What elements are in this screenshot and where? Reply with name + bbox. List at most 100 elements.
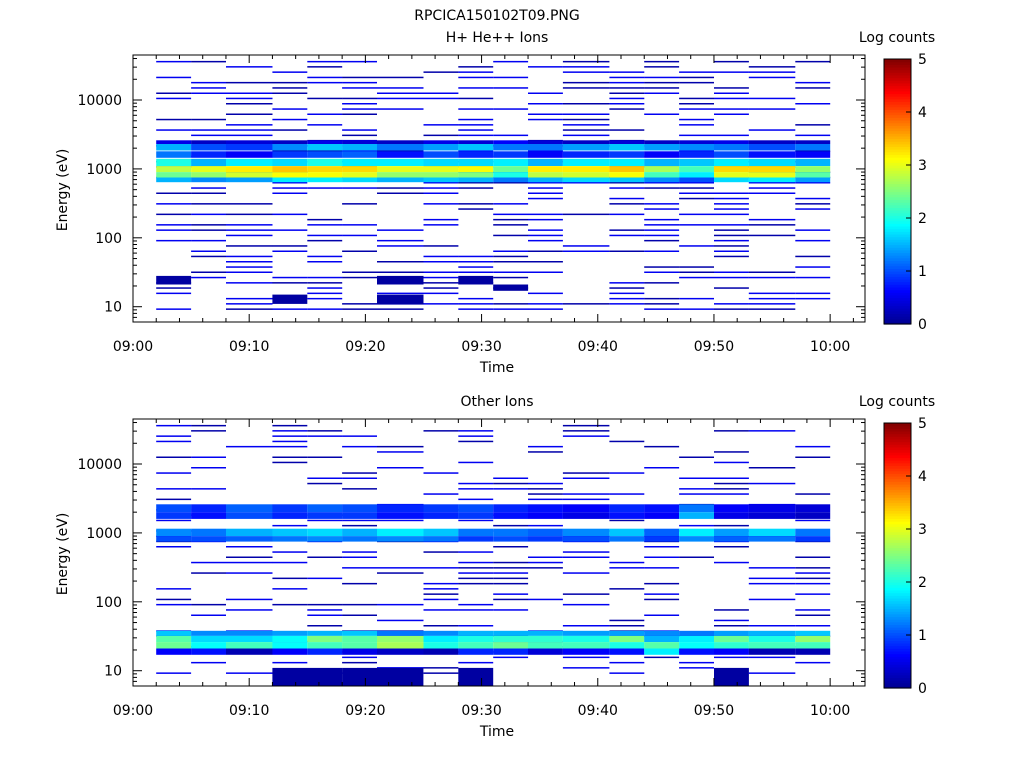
heatmap-cell bbox=[342, 519, 377, 522]
colorbar-segment bbox=[884, 199, 911, 203]
heatmap-cell bbox=[377, 271, 424, 273]
axes: 09:00 09:10 09:20 09:30 09:40 09:50 10:00 10 100… bbox=[77, 418, 866, 719]
colorbar-segment bbox=[884, 468, 911, 472]
heatmap-cell bbox=[191, 512, 226, 519]
heatmap-cell bbox=[377, 239, 424, 242]
heatmap-cell bbox=[528, 524, 563, 527]
heatmap-cell bbox=[156, 488, 192, 490]
heatmap-cell bbox=[342, 150, 377, 152]
heatmap-cell bbox=[156, 192, 192, 194]
colorbar-segment bbox=[884, 658, 911, 663]
heatmap-cell bbox=[423, 124, 459, 126]
heatmap-cell bbox=[458, 255, 494, 258]
heatmap-cell bbox=[795, 642, 831, 649]
colorbar-segment bbox=[884, 462, 911, 466]
heatmap-cell bbox=[528, 213, 563, 216]
colorbar-segment bbox=[884, 90, 911, 95]
heatmap-cell bbox=[342, 144, 377, 151]
colorbar-segment bbox=[884, 534, 911, 538]
heatmap-cell bbox=[679, 134, 714, 137]
heatmap-cell bbox=[423, 630, 459, 636]
colorbar-segment bbox=[884, 571, 911, 575]
heatmap-cell bbox=[644, 224, 680, 226]
heatmap-cell bbox=[458, 118, 494, 121]
heatmap-cell bbox=[458, 648, 494, 655]
heatmap-cell bbox=[562, 424, 610, 427]
heatmap-cell bbox=[795, 648, 831, 655]
heatmap-cell bbox=[458, 625, 494, 627]
axes-frame bbox=[132, 54, 866, 323]
colorbar-segment bbox=[884, 286, 911, 291]
heatmap-cell bbox=[272, 229, 308, 231]
colorbar-segment bbox=[884, 433, 911, 437]
heatmap-cell bbox=[528, 561, 563, 564]
heatmap-cell bbox=[528, 166, 563, 173]
heatmap-cell bbox=[644, 266, 680, 268]
heatmap-cell bbox=[377, 92, 424, 94]
heatmap-cell bbox=[714, 71, 749, 73]
heatmap-cell bbox=[609, 203, 645, 205]
colorbar-segment bbox=[884, 215, 911, 219]
heatmap-cell bbox=[307, 177, 343, 183]
heatmap-cell bbox=[191, 166, 226, 173]
colorbar-segment bbox=[884, 645, 911, 649]
heatmap-cell bbox=[679, 524, 714, 527]
heatmap-cell bbox=[377, 635, 424, 643]
heatmap-cell bbox=[528, 229, 563, 231]
heatmap-cell bbox=[342, 108, 377, 110]
heatmap-cell bbox=[226, 245, 273, 247]
heatmap-cell bbox=[191, 177, 226, 183]
heatmap-cell bbox=[342, 224, 377, 226]
heatmap-cell bbox=[644, 177, 680, 183]
colorbar-segment bbox=[884, 616, 911, 620]
heatmap-cell bbox=[191, 151, 226, 158]
heatmap-cell bbox=[748, 71, 796, 73]
heatmap-cell bbox=[342, 187, 377, 189]
heatmap-cell bbox=[191, 87, 226, 89]
colorbar-segment bbox=[884, 446, 911, 451]
heatmap-cell bbox=[156, 472, 192, 474]
heatmap-cell bbox=[226, 158, 273, 166]
heatmap-cell bbox=[307, 297, 343, 300]
heatmap-cell bbox=[493, 218, 529, 221]
heatmap-cell bbox=[272, 276, 308, 279]
heatmap-cell bbox=[644, 282, 680, 284]
heatmap-cell bbox=[679, 266, 714, 268]
y-tick-label: 100 bbox=[95, 231, 122, 247]
heatmap-cell bbox=[562, 498, 610, 501]
heatmap-cell bbox=[226, 166, 273, 173]
colorbar-segment bbox=[884, 505, 911, 509]
heatmap-cell bbox=[307, 276, 343, 279]
colorbar-segment bbox=[884, 231, 911, 235]
heatmap-cell bbox=[679, 187, 714, 189]
heatmap-cell bbox=[714, 477, 749, 479]
heatmap-cell bbox=[493, 528, 529, 536]
heatmap-cell bbox=[191, 144, 226, 151]
axes: 09:00 09:10 09:20 09:30 09:40 09:50 10:00 10 100… bbox=[77, 54, 866, 355]
colorbar-segment bbox=[884, 460, 911, 464]
heatmap-cell bbox=[423, 166, 459, 173]
heatmap-cell bbox=[458, 461, 494, 464]
colorbar-segment bbox=[884, 674, 911, 678]
heatmap-cell bbox=[307, 144, 343, 151]
heatmap-cell bbox=[748, 308, 796, 310]
heatmap-cell bbox=[423, 593, 459, 595]
heatmap-cell bbox=[307, 224, 343, 226]
heatmap-cell bbox=[609, 187, 645, 189]
heatmap-cell bbox=[528, 182, 563, 184]
heatmap-cell bbox=[748, 158, 796, 166]
heatmap-cell bbox=[714, 493, 749, 495]
colorbar-segment bbox=[884, 656, 911, 660]
heatmap-cell bbox=[795, 103, 831, 105]
heatmap-cell bbox=[795, 519, 831, 522]
heatmap-cell bbox=[795, 208, 831, 210]
heatmap-cell bbox=[714, 504, 749, 513]
heatmap-cell bbox=[748, 467, 796, 469]
heatmap-cell bbox=[307, 172, 343, 178]
heatmap-cell bbox=[679, 488, 714, 490]
heatmap-cell bbox=[458, 71, 494, 73]
heatmap-cell bbox=[714, 87, 749, 89]
heatmap-cell bbox=[377, 642, 424, 649]
colorbar-segment bbox=[884, 489, 911, 493]
heatmap-cell bbox=[272, 71, 308, 73]
